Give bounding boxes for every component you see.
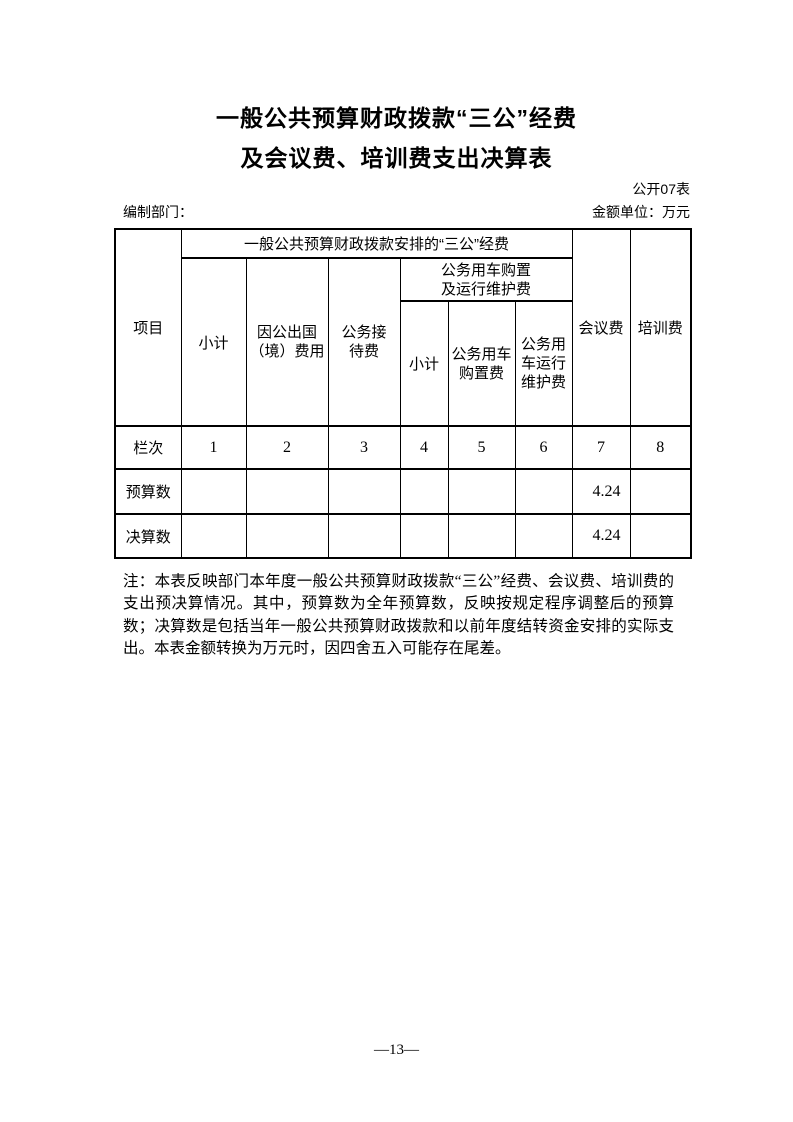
lanci-col6: 6 xyxy=(514,425,573,470)
table-row-final: 决算数 4.24 xyxy=(114,513,692,559)
header-training: 培训费 xyxy=(629,228,692,427)
row-label-lanci: 栏次 xyxy=(114,425,182,470)
header-vehicle-subtotal: 小计 xyxy=(399,300,449,427)
header-vehicle-purchase-line1: 公务用车 xyxy=(451,345,512,363)
header-vehicle-maintenance-line1: 公务用 xyxy=(520,336,566,353)
row-label-budget: 预算数 xyxy=(114,468,182,515)
final-col3 xyxy=(327,513,401,559)
final-col5 xyxy=(447,513,516,559)
header-subtotal: 小计 xyxy=(180,257,247,427)
header-reception-line1: 公务接 xyxy=(341,324,387,341)
lanci-col5: 5 xyxy=(447,425,516,470)
budget-col6 xyxy=(514,468,573,515)
budget-col2 xyxy=(245,468,329,515)
budget-col5 xyxy=(447,468,516,515)
lanci-col7: 7 xyxy=(571,425,631,470)
table-code-label: 公开07表 xyxy=(632,181,690,197)
budget-col7: 4.24 xyxy=(571,468,631,515)
header-vehicle-group-line1: 公务用车购置 xyxy=(440,261,531,279)
header-abroad-line1: 因公出国 xyxy=(256,324,317,341)
header-vehicle-purchase-line2: 购置费 xyxy=(458,364,504,382)
prepared-by-label: 编制部门： xyxy=(123,204,193,220)
final-col7: 4.24 xyxy=(571,513,631,559)
budget-col8 xyxy=(629,468,692,515)
lanci-col3: 3 xyxy=(327,425,401,470)
final-col1 xyxy=(180,513,247,559)
budget-col1 xyxy=(180,468,247,515)
final-col2 xyxy=(245,513,329,559)
budget-col3 xyxy=(327,468,401,515)
header-vehicle-group: 公务用车购置 及运行维护费 xyxy=(399,257,573,302)
header-sangong-group: 一般公共预算财政拨款安排的“三公”经费 xyxy=(180,228,573,259)
budget-col4 xyxy=(399,468,449,515)
header-reception: 公务接 待费 xyxy=(327,257,401,427)
table-row-lanci: 栏次 1 2 3 4 5 6 7 8 xyxy=(114,425,692,470)
lanci-col4: 4 xyxy=(399,425,449,470)
lanci-col8: 8 xyxy=(629,425,692,470)
final-col8 xyxy=(629,513,692,559)
header-item: 项目 xyxy=(114,228,182,427)
header-reception-line2: 待费 xyxy=(348,343,379,360)
budget-table: 项目 一般公共预算财政拨款安排的“三公”经费 会议费 培训费 小计 因公出国 （… xyxy=(114,228,692,559)
header-vehicle-group-line2: 及运行维护费 xyxy=(440,280,531,298)
lanci-col2: 2 xyxy=(245,425,329,470)
header-vehicle-purchase: 公务用车 购置费 xyxy=(447,300,516,427)
header-vehicle-maintenance-line3: 维护费 xyxy=(520,374,566,391)
row-label-final: 决算数 xyxy=(114,513,182,559)
page-number: —13— xyxy=(374,1042,419,1058)
final-col6 xyxy=(514,513,573,559)
header-conference: 会议费 xyxy=(571,228,631,427)
header-vehicle-maintenance-line2: 车运行 xyxy=(520,355,566,372)
table-row-budget: 预算数 4.24 xyxy=(114,468,692,515)
page-title-line1: 一般公共预算财政拨款“三公”经费 xyxy=(216,105,577,131)
page-title: 一般公共预算财政拨款“三公”经费 及会议费、培训费支出决算表 xyxy=(0,98,793,178)
page-title-line2: 及会议费、培训费支出决算表 xyxy=(240,145,553,171)
lanci-col1: 1 xyxy=(180,425,247,470)
header-abroad-line2: （境）费用 xyxy=(249,343,325,360)
header-abroad: 因公出国 （境）费用 xyxy=(245,257,329,427)
unit-label: 金额单位：万元 xyxy=(592,204,690,220)
table-note: 注：本表反映部门本年度一般公共预算财政拨款“三公”经费、会议费、培训费的支出预决… xyxy=(123,573,674,658)
header-vehicle-maintenance: 公务用 车运行 维护费 xyxy=(514,300,573,427)
final-col4 xyxy=(399,513,449,559)
